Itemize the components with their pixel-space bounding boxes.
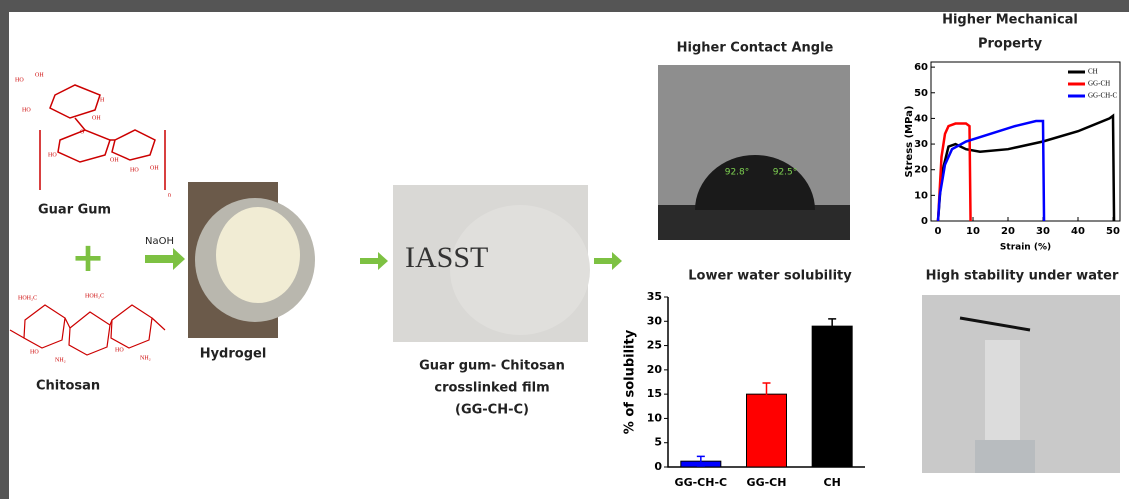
plus-sign: + (71, 235, 105, 281)
chem-label: OH (110, 157, 119, 163)
hydrogel-label: Hydrogel (200, 347, 267, 362)
x-tick-label: 30 (1036, 226, 1050, 237)
chart-title: Lower water solubility (688, 269, 852, 284)
chem-label: n (168, 192, 171, 198)
chem-label: H (100, 97, 105, 103)
y-tick-label: 10 (647, 411, 663, 424)
chart-title: Property (978, 37, 1043, 52)
chem-label: HO (30, 349, 39, 355)
x-tick-label: 50 (1106, 226, 1120, 237)
y-tick-label: 30 (647, 314, 663, 327)
chem-label: HOH₂C (85, 293, 104, 299)
y-tick-label: 0 (654, 460, 662, 473)
angle-label: 92.5° (773, 168, 798, 178)
reagent-label: NaOH (145, 236, 174, 247)
stability-title: High stability under water (926, 269, 1119, 284)
film-label: (GG-CH-C) (455, 403, 529, 418)
legend-label: GG-CH-C (1088, 92, 1117, 100)
chem-label: OH (150, 165, 159, 171)
y-axis-label: % of solubility (623, 329, 638, 434)
chem-label: HOH₂C (18, 295, 37, 301)
vial (975, 440, 1035, 473)
chem-label: OH (92, 115, 101, 121)
substrate (658, 205, 850, 240)
legend-label: CH (1088, 68, 1098, 76)
y-tick-label: 50 (914, 88, 928, 99)
chart-title: Higher Mechanical (942, 13, 1078, 28)
y-tick-label: 15 (647, 387, 662, 400)
y-tick-label: 30 (914, 139, 928, 150)
y-tick-label: 25 (647, 339, 662, 352)
guar-gum-label: Guar Gum (38, 203, 111, 218)
chem-label: HO (130, 167, 139, 173)
y-tick-label: 10 (914, 190, 928, 201)
page: HOOHHHOOHOHOOHHOOHn Guar Gum + HOH₂CHOH₂… (0, 0, 1129, 499)
chem-label: O (80, 129, 85, 135)
x-tick-label: 20 (1001, 226, 1015, 237)
x-axis-label: Strain (%) (1000, 243, 1051, 253)
x-tick-label: GG-CH (747, 476, 787, 489)
y-tick-label: 20 (914, 165, 928, 176)
x-tick-label: 10 (966, 226, 980, 237)
x-tick-label: 0 (935, 226, 942, 237)
x-tick-label: GG-CH-C (675, 476, 728, 489)
chem-label: HO (22, 107, 31, 113)
x-tick-label: CH (824, 476, 841, 489)
chem-label: HO (115, 347, 124, 353)
chitosan-label: Chitosan (36, 379, 100, 394)
y-tick-label: 60 (914, 62, 928, 73)
chem-label: NH₂ (140, 355, 151, 361)
y-axis-label: Stress (MPa) (904, 106, 915, 178)
y-tick-label: 0 (921, 216, 928, 227)
y-tick-label: 20 (647, 363, 663, 376)
hydrogel-mass (216, 207, 300, 303)
legend-label: GG-CH (1088, 80, 1110, 88)
bar (812, 326, 852, 467)
chem-label: OH (35, 72, 44, 78)
y-tick-label: 40 (914, 113, 928, 124)
y-tick-label: 35 (647, 290, 662, 303)
chem-label: HO (15, 77, 24, 83)
film-label: crosslinked film (434, 381, 549, 396)
contact-angle-title: Higher Contact Angle (677, 41, 834, 56)
chem-label: HO (48, 152, 57, 158)
film-strip (985, 340, 1020, 440)
graphical-abstract: HOOHHHOOHOHOOHHOOHn Guar Gum + HOH₂CHOH₂… (0, 0, 1129, 499)
y-tick-label: 5 (654, 436, 662, 449)
film-stamp: IASST (405, 241, 488, 274)
film-label: Guar gum- Chitosan (419, 359, 565, 374)
chem-label: NH₂ (55, 357, 66, 363)
x-tick-label: 40 (1071, 226, 1085, 237)
angle-label: 92.8° (725, 168, 750, 178)
